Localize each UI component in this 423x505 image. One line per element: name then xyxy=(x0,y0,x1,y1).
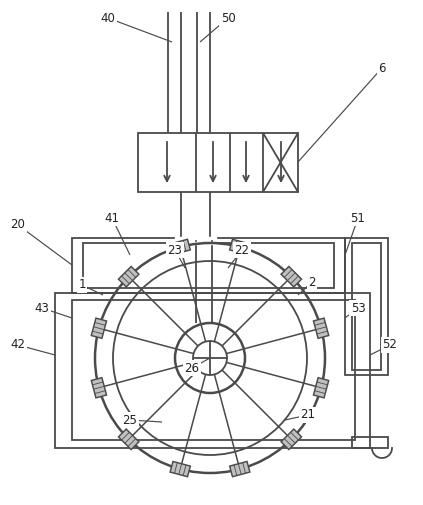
Polygon shape xyxy=(118,429,139,449)
Text: 21: 21 xyxy=(300,409,316,422)
Text: 25: 25 xyxy=(123,414,137,427)
Polygon shape xyxy=(230,462,250,477)
Polygon shape xyxy=(313,378,329,398)
Polygon shape xyxy=(281,429,302,449)
Bar xyxy=(138,133,298,192)
Bar xyxy=(72,238,345,293)
Text: 2: 2 xyxy=(308,276,316,288)
Bar xyxy=(72,300,355,440)
Text: 52: 52 xyxy=(382,338,398,351)
Text: 26: 26 xyxy=(184,362,200,375)
Bar xyxy=(345,238,388,375)
Text: 41: 41 xyxy=(104,212,120,225)
Bar xyxy=(352,243,381,370)
Polygon shape xyxy=(170,462,190,477)
Text: 1: 1 xyxy=(78,278,86,291)
Text: 6: 6 xyxy=(378,62,386,75)
Polygon shape xyxy=(91,378,107,398)
Text: 51: 51 xyxy=(351,212,365,225)
Bar xyxy=(83,243,334,288)
Text: 43: 43 xyxy=(35,301,49,315)
Polygon shape xyxy=(170,239,190,255)
Text: 53: 53 xyxy=(351,301,365,315)
Text: 50: 50 xyxy=(221,12,235,25)
Polygon shape xyxy=(118,267,139,287)
Text: 20: 20 xyxy=(11,219,25,231)
Text: 22: 22 xyxy=(234,243,250,257)
Polygon shape xyxy=(313,318,329,338)
Text: 23: 23 xyxy=(168,243,182,257)
Text: 42: 42 xyxy=(11,338,25,351)
Polygon shape xyxy=(281,267,302,287)
Polygon shape xyxy=(230,239,250,255)
Bar xyxy=(55,293,370,448)
Polygon shape xyxy=(91,318,107,338)
Bar xyxy=(352,437,388,448)
Text: 40: 40 xyxy=(101,12,115,25)
